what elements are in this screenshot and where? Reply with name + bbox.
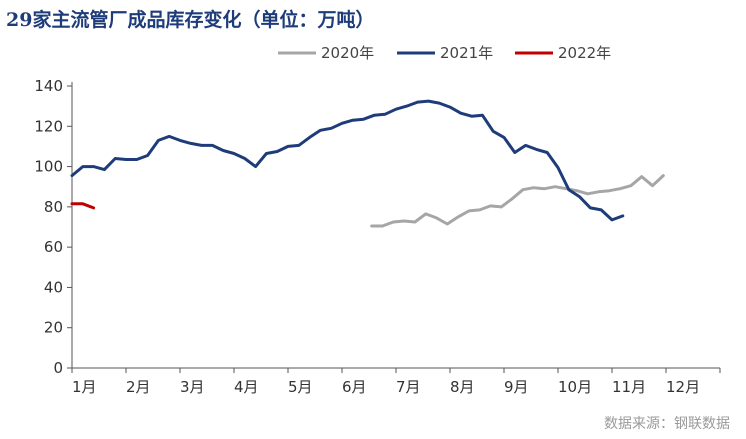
legend-label-2021: 2021年 <box>440 44 493 62</box>
x-tick-label: 12月 <box>666 378 700 396</box>
y-tick-label: 0 <box>53 359 63 377</box>
x-tick-label: 10月 <box>558 378 592 396</box>
y-tick-label: 20 <box>44 319 63 337</box>
x-tick-label: 9月 <box>504 378 529 396</box>
x-tick-label: 3月 <box>180 378 205 396</box>
y-tick-label: 80 <box>44 198 63 216</box>
x-tick-label: 11月 <box>612 378 646 396</box>
plot-area <box>70 99 665 228</box>
chart-title: 29家主流管厂成品库存变化（单位：万吨） <box>6 8 374 31</box>
y-tick-label: 120 <box>34 117 63 135</box>
y-tick-label: 60 <box>44 238 63 256</box>
y-tick-label: 40 <box>44 278 63 296</box>
x-tick-label: 6月 <box>342 378 367 396</box>
x-tick-label: 1月 <box>72 378 97 396</box>
y-axis: 0 20 40 60 80 100 120 140 <box>34 77 73 377</box>
series-line-2022 <box>70 202 96 210</box>
x-axis: 1月 2月 3月 4月 5月 6月 7月 8月 9月 10月 11月 12月 <box>71 367 721 396</box>
x-tick-label: 7月 <box>396 378 421 396</box>
legend: 2020年 2021年 2022年 <box>278 44 611 62</box>
y-tick-label: 100 <box>34 158 63 176</box>
legend-label-2020: 2020年 <box>321 44 374 62</box>
x-tick-label: 2月 <box>126 378 151 396</box>
y-tick-label: 140 <box>34 77 63 95</box>
x-tick-label: 5月 <box>288 378 313 396</box>
series-line-2020 <box>370 174 665 228</box>
x-tick-label: 4月 <box>234 378 259 396</box>
series-line-2021 <box>70 99 625 222</box>
legend-label-2022: 2022年 <box>558 44 611 62</box>
x-tick-label: 8月 <box>450 378 475 396</box>
data-source-note: 数据来源：钢联数据 <box>604 416 730 432</box>
